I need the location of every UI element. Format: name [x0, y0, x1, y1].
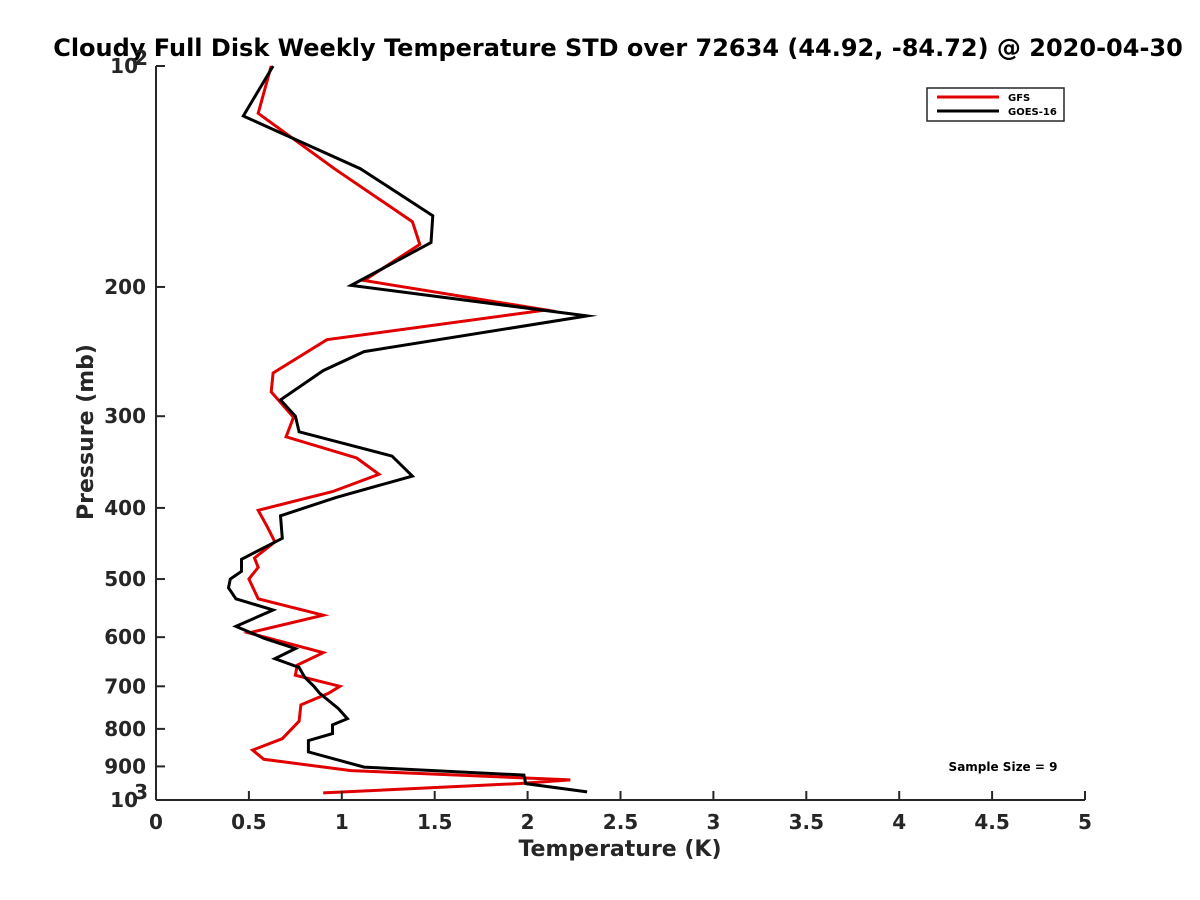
- legend: GFS GOES-16: [926, 87, 1065, 122]
- x-tick-label: 0.5: [231, 810, 266, 834]
- x-tick-label: 3.5: [789, 810, 824, 834]
- chart-title: Cloudy Full Disk Weekly Temperature STD …: [53, 34, 1183, 62]
- x-tick-label: 2: [521, 810, 535, 834]
- series-layer: [226, 65, 598, 795]
- y-tick-label: 10: [110, 788, 138, 812]
- x-tick-label: 5: [1078, 810, 1092, 834]
- y-tick-label: 800: [104, 717, 146, 741]
- y-tick-label: 400: [104, 496, 146, 520]
- y-tick-label: 10: [110, 54, 138, 78]
- axes: [155, 66, 1085, 801]
- legend-label: GOES-16: [1008, 107, 1057, 118]
- y-tick-label: 600: [104, 625, 146, 649]
- x-tick-label: 1.5: [417, 810, 452, 834]
- y-tick-label: 300: [104, 404, 146, 428]
- y-tick-exponent: 3: [134, 780, 148, 804]
- y-tick-label: 500: [104, 567, 146, 591]
- y-tick-label: 900: [104, 754, 146, 778]
- legend-label: GFS: [1008, 93, 1030, 104]
- x-tick-label: 0: [149, 810, 163, 834]
- x-tick-label: 4.5: [974, 810, 1009, 834]
- x-axis-label: Temperature (K): [518, 837, 721, 862]
- series-line-goes-16: [226, 65, 598, 794]
- x-tick-label: 4: [892, 810, 906, 834]
- y-tick-exponent: 2: [134, 46, 148, 70]
- x-tick-label: 3: [706, 810, 720, 834]
- series-line-gfs: [242, 65, 571, 795]
- y-axis-label: Pressure (mb): [74, 344, 99, 520]
- y-tick-label: 700: [104, 674, 146, 698]
- sample-size-annotation: Sample Size = 9: [949, 760, 1058, 774]
- x-ticks: 0 0.5 1 1.5 2 2.5 3 3.5 4 4.5 5: [149, 791, 1092, 834]
- y-tick-label: 200: [104, 275, 146, 299]
- x-tick-label: 2.5: [603, 810, 638, 834]
- x-tick-label: 1: [335, 810, 349, 834]
- legend-box: [926, 87, 1065, 122]
